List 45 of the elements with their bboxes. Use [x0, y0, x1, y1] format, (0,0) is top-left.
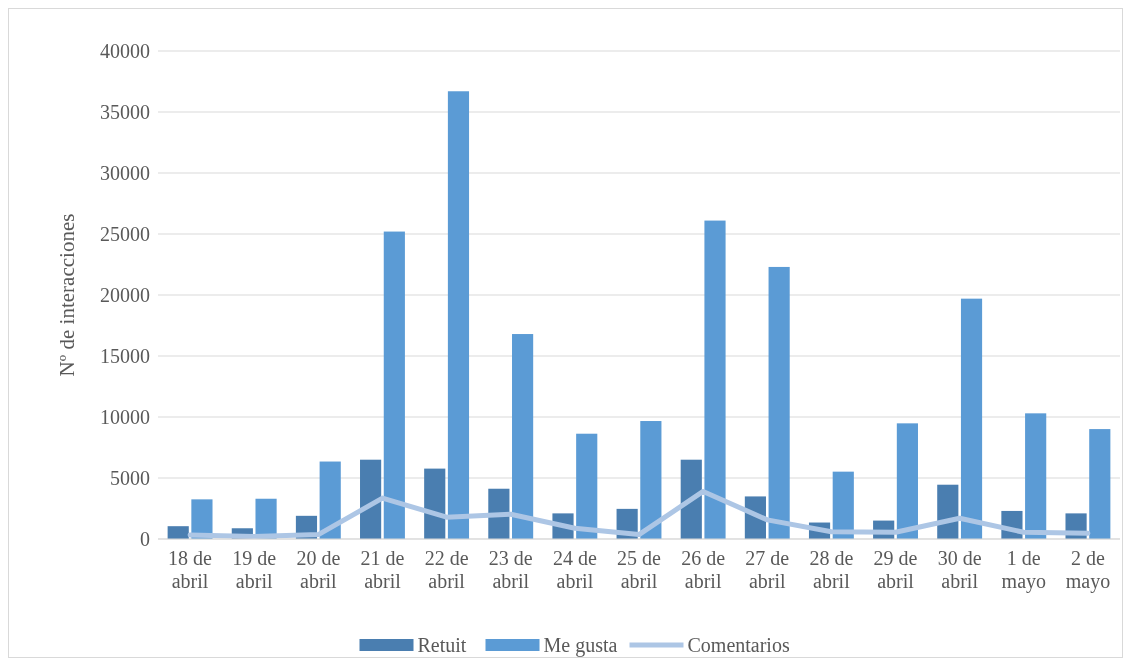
x-tick-label: 25 de abril — [617, 547, 662, 592]
legend-label: Me gusta — [543, 634, 618, 657]
x-tick-label: 29 de abril — [873, 547, 918, 592]
bar — [1089, 429, 1111, 539]
x-tick-label: 2 de mayo — [1065, 547, 1111, 593]
bar — [832, 471, 854, 539]
bar — [768, 266, 790, 539]
bar — [1025, 413, 1047, 539]
bar — [512, 334, 534, 539]
y-tick-label: 40000 — [100, 40, 150, 62]
bar — [383, 231, 405, 539]
x-tick-label: 18 de abril — [168, 547, 213, 592]
bar — [424, 468, 446, 539]
bar — [447, 91, 470, 539]
y-tick-label: 35000 — [100, 101, 150, 123]
y-tick-label: 15000 — [100, 345, 150, 367]
x-tick-label: 22 de abril — [424, 547, 469, 592]
bar — [960, 298, 983, 539]
bar — [896, 423, 918, 539]
bar — [360, 459, 382, 539]
x-tick-label: 21 de abril — [360, 547, 405, 592]
bar — [640, 421, 662, 539]
y-tick-label: 25000 — [100, 223, 150, 245]
x-tick-label: 26 de abril — [681, 547, 726, 592]
y-tick-label: 30000 — [100, 162, 150, 184]
y-tick-label: 10000 — [100, 406, 150, 428]
y-tick-label: 20000 — [100, 284, 150, 306]
bar — [167, 526, 189, 539]
bar — [680, 459, 702, 539]
x-tick-label: 28 de abril — [809, 547, 854, 592]
bar — [576, 433, 598, 539]
y-tick-label: 5000 — [110, 467, 150, 489]
x-tick-label: 30 de abril — [937, 547, 982, 592]
bar — [319, 461, 341, 539]
x-tick-label: 20 de abril — [296, 547, 341, 592]
x-tick-label: 23 de abril — [488, 547, 533, 592]
y-axis-title: Nº de interacciones — [55, 213, 79, 377]
x-tick-label: 27 de abril — [745, 547, 790, 592]
x-tick-label: 19 de abril — [232, 547, 277, 592]
x-tick-label: 24 de abril — [552, 547, 597, 592]
y-tick-label: 0 — [140, 528, 150, 550]
bar — [704, 220, 726, 539]
legend-label: Comentarios — [687, 634, 790, 656]
x-tick-label: 1 de mayo — [1001, 547, 1047, 593]
legend-label: Retuit — [417, 634, 467, 656]
